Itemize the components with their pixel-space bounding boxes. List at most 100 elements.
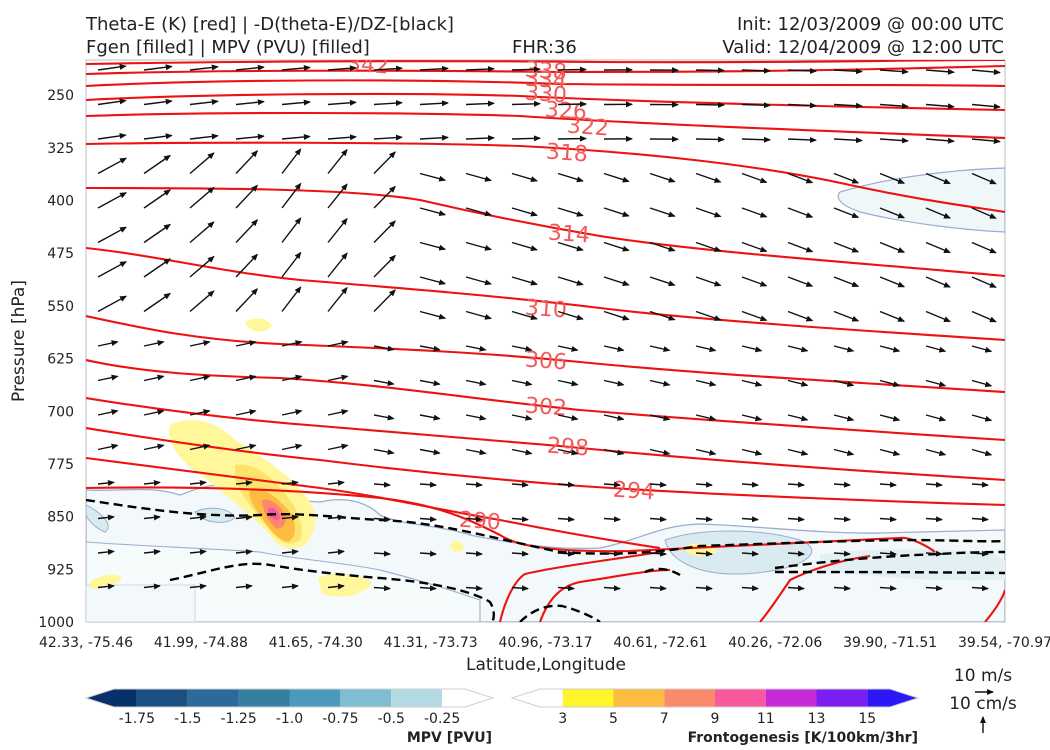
- wind-vector: [327, 99, 357, 106]
- y-tick-label: 400: [47, 194, 74, 210]
- wind-vector: [419, 516, 437, 523]
- wind-vector: [143, 479, 161, 486]
- wind-vector: [235, 133, 265, 140]
- wind-vector: [281, 65, 311, 71]
- wind-vector: [833, 241, 860, 253]
- wind-vector: [281, 182, 302, 209]
- wind-vector: [281, 479, 299, 486]
- wind-vector: [741, 379, 763, 387]
- theta-e-contours: [86, 60, 1005, 622]
- wind-vector: [327, 134, 357, 141]
- wind-vector: [741, 207, 768, 218]
- contour-label: 310: [524, 296, 568, 324]
- wind-vector: [235, 374, 257, 382]
- colorbar-outline: [84, 688, 495, 708]
- wind-vector: [465, 135, 495, 142]
- wind-vector: [419, 276, 447, 286]
- colorbar-tick-label: -0.25: [424, 711, 460, 727]
- valid-time-label: Valid: 12/04/2009 @ 12:00 UTC: [722, 37, 1004, 58]
- wind-vector: [741, 345, 763, 353]
- wind-vector: [603, 481, 621, 488]
- wind-vector: [419, 379, 441, 387]
- wind-vector: [189, 133, 219, 140]
- contour-label: 334: [524, 67, 568, 95]
- wind-vector: [327, 217, 348, 243]
- wind-vector: [971, 379, 993, 388]
- wind-vector: [925, 585, 943, 592]
- wind-vector: [603, 345, 625, 352]
- vector-legend-vertical-label: 10 cm/s: [949, 694, 1017, 714]
- wind-vector: [695, 516, 713, 523]
- wind-vector: [695, 414, 717, 422]
- wind-vector: [787, 102, 817, 109]
- wind-vector: [419, 481, 437, 488]
- wind-vector: [97, 374, 119, 382]
- wind-vector: [97, 157, 127, 175]
- wind-vector: [143, 514, 161, 521]
- wind-vector: [603, 379, 625, 387]
- wind-vector: [419, 414, 441, 421]
- wind-vector: [143, 189, 171, 209]
- wind-vector: [235, 184, 259, 209]
- wind-vector: [373, 516, 391, 523]
- wind-vector: [281, 340, 303, 347]
- wind-vector: [649, 379, 671, 387]
- wind-vector: [189, 186, 215, 209]
- wind-vector: [281, 514, 299, 521]
- wind-vector: [833, 585, 851, 592]
- wind-vector: [833, 345, 855, 353]
- wind-vector: [465, 345, 487, 352]
- wind-vector: [511, 345, 533, 352]
- wind-vector: [971, 585, 989, 592]
- wind-vector: [649, 516, 667, 523]
- wind-vector: [879, 172, 906, 184]
- wind-vector: [603, 585, 621, 592]
- contour-label: 306: [524, 348, 568, 376]
- y-tick-label: 700: [47, 404, 74, 420]
- colorbar-tick-label: -1.0: [276, 711, 303, 727]
- wind-vector: [557, 448, 579, 456]
- wind-vector: [833, 137, 863, 144]
- colorbar-tick-label: 11: [757, 711, 775, 727]
- colorbar-tick-label: -1.5: [174, 711, 201, 727]
- wind-vector: [557, 310, 584, 321]
- wind-vector: [787, 481, 805, 488]
- colorbar-segment: [136, 689, 188, 707]
- wind-vector: [235, 99, 265, 106]
- wind-vector: [925, 481, 943, 488]
- wind-vector: [787, 448, 809, 456]
- contour-label: 298: [546, 434, 590, 462]
- x-tick-label: 39.90, -71.51: [843, 635, 937, 651]
- wind-vector: [511, 481, 529, 488]
- wind-vector: [143, 443, 165, 451]
- colorbar-tick-label: -0.75: [322, 711, 358, 727]
- y-tick-label: 250: [47, 88, 74, 104]
- wind-vector: [189, 514, 207, 521]
- wind-vector: [465, 310, 493, 320]
- mpv-colorbar-label: MPV [PVU]: [407, 730, 492, 746]
- wind-vector: [189, 98, 219, 106]
- y-axis-label: Pressure [hPa]: [9, 280, 29, 402]
- wind-vector: [235, 340, 257, 347]
- wind-vector: [925, 550, 943, 557]
- wind-vector: [833, 516, 851, 523]
- wind-vector: [143, 64, 173, 71]
- y-tick-label: 625: [47, 352, 74, 368]
- wind-vector: [97, 132, 127, 140]
- wind-vector: [741, 67, 771, 74]
- wind-vector: [649, 550, 667, 557]
- y-tick-label: 925: [47, 562, 74, 578]
- wind-vector: [557, 516, 575, 523]
- wind-vector: [971, 516, 989, 523]
- x-tick-label: 40.61, -72.61: [613, 635, 707, 651]
- wind-vector: [373, 345, 395, 352]
- contour-label: 318: [545, 140, 589, 168]
- wind-vector: [143, 258, 171, 278]
- wind-vector: [373, 254, 396, 278]
- wind-vector: [373, 65, 403, 72]
- forecast-hour-label: FHR:36: [512, 37, 577, 58]
- wind-vector: [235, 409, 257, 416]
- fgen-colorbar: 3 5 7 9 11 13 15: [510, 688, 920, 727]
- wind-vector: [879, 379, 901, 387]
- wind-vector: [925, 310, 951, 323]
